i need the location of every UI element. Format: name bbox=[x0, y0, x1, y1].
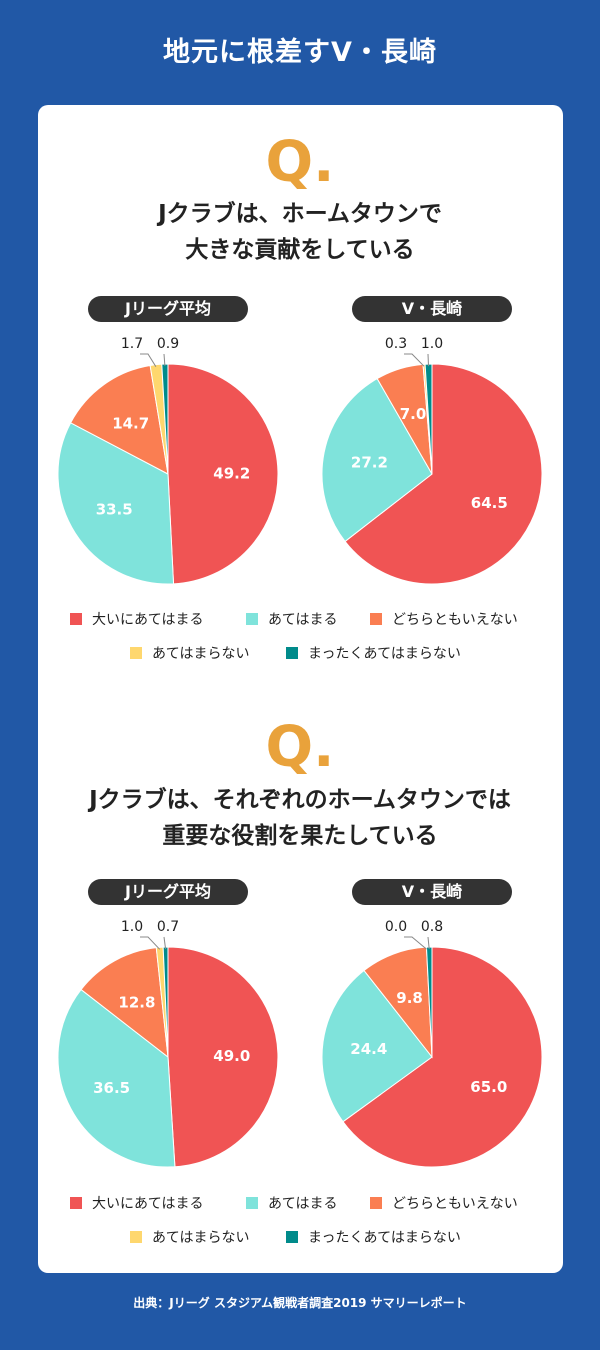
legend-swatch-very-true bbox=[70, 613, 82, 625]
q2-v-nagasaki-label-not-at-all: 0.8 bbox=[421, 919, 443, 935]
chart-label-j-league-average-1: Jリーグ平均 bbox=[88, 296, 248, 322]
chart-label-v-nagasaki-2: V・長崎 bbox=[352, 879, 512, 905]
q2-j-league-label-very-true: 49.0 bbox=[213, 1047, 250, 1065]
chart-label-v-nagasaki-1: V・長崎 bbox=[352, 296, 512, 322]
legend-swatch-true bbox=[246, 1197, 258, 1209]
q2-v-nagasaki-leader-not-true bbox=[404, 936, 427, 950]
legend-item-not-true: あてはまらない bbox=[130, 1229, 249, 1247]
q2-j-league-slice-neutral bbox=[80, 947, 169, 1059]
legend-swatch-neutral bbox=[370, 1197, 382, 1209]
q2-j-league-label-not-at-all: 0.7 bbox=[157, 919, 179, 935]
q2-j-league-leader-not-at-all bbox=[163, 936, 167, 950]
q1-j-league-leader-not-true bbox=[140, 353, 157, 367]
legend-item-not-at-all: まったくあてはまらない bbox=[286, 1229, 461, 1247]
legend-label-true: あてはまる bbox=[268, 1196, 338, 1212]
q1-j-league-label-not-at-all: 0.9 bbox=[157, 336, 179, 352]
q2-v-nagasaki-slice-true bbox=[321, 969, 433, 1123]
legend-item-true: あてはまる bbox=[246, 1195, 337, 1213]
legend-label-true: あてはまる bbox=[268, 612, 338, 628]
q1-j-league-slice-very-true bbox=[167, 363, 279, 585]
q1-v-nagasaki-slice-very-true bbox=[344, 363, 543, 585]
q1-j-league-label-very-true: 49.2 bbox=[213, 464, 250, 482]
q2-v-nagasaki-leader-not-at-all bbox=[427, 936, 430, 950]
q1-v-nagasaki-label-not-true: 0.3 bbox=[385, 336, 407, 352]
legend-swatch-not-true bbox=[130, 647, 142, 659]
legend-swatch-not-true bbox=[130, 1231, 142, 1243]
q2-j-league-leader-not-true bbox=[140, 936, 161, 950]
q1-v-nagasaki-label-very-true: 64.5 bbox=[471, 494, 508, 512]
question-2-line-1: Jクラブは、それぞれのホームタウンでは bbox=[89, 787, 511, 813]
legend-item-not-true: あてはまらない bbox=[130, 645, 249, 663]
q1-v-nagasaki-leader-not-true bbox=[404, 353, 425, 367]
legend-label-very-true: 大いにあてはまる bbox=[92, 1196, 204, 1212]
q2-j-league-label-true: 36.5 bbox=[93, 1079, 130, 1097]
q1-j-league-label-not-true: 1.7 bbox=[121, 336, 143, 352]
q2-v-nagasaki-label-not-true: 0.0 bbox=[385, 919, 407, 935]
legend-label-neutral: どちらともいえない bbox=[392, 612, 518, 628]
q2-j-league-label-neutral: 12.8 bbox=[118, 993, 155, 1011]
question-1-line-1: Jクラブは、ホームタウンで bbox=[158, 201, 442, 227]
q1-j-league-label-true: 33.5 bbox=[96, 500, 133, 518]
legend-label-not-true: あてはまらない bbox=[152, 1230, 250, 1246]
q1-v-nagasaki-label-neutral: 7.0 bbox=[400, 405, 427, 423]
q1-j-league-leader-not-at-all bbox=[163, 353, 166, 367]
legend-swatch-neutral bbox=[370, 613, 382, 625]
q2-v-nagasaki-slice-very-true bbox=[342, 946, 543, 1168]
q2-j-league-slice-true bbox=[57, 988, 176, 1168]
q1-v-nagasaki-label-true: 27.2 bbox=[351, 454, 388, 472]
legend-item-very-true: 大いにあてはまる bbox=[70, 1195, 203, 1213]
legend-label-neutral: どちらともいえない bbox=[392, 1196, 518, 1212]
q2-v-nagasaki-label-very-true: 65.0 bbox=[470, 1078, 507, 1096]
legend-label-not-at-all: まったくあてはまらない bbox=[308, 1230, 461, 1246]
q-mark-2: Q. bbox=[265, 715, 335, 780]
q1-j-league-slice-true bbox=[57, 422, 175, 585]
legend-label-very-true: 大いにあてはまる bbox=[92, 612, 204, 628]
legend-swatch-very-true bbox=[70, 1197, 82, 1209]
q-mark-1: Q. bbox=[265, 130, 335, 195]
q1-v-nagasaki-slice-true bbox=[321, 377, 433, 543]
legend-item-very-true: 大いにあてはまる bbox=[70, 611, 203, 629]
q2-v-nagasaki-label-true: 24.4 bbox=[350, 1040, 387, 1058]
legend-item-true: あてはまる bbox=[246, 611, 337, 629]
chart-label-j-league-average-2: Jリーグ平均 bbox=[88, 879, 248, 905]
q1-j-league-slice-neutral bbox=[69, 364, 169, 475]
q1-v-nagasaki-leader-not-at-all bbox=[427, 353, 429, 367]
q2-j-league-label-not-true: 1.0 bbox=[121, 919, 143, 935]
q1-v-nagasaki-label-not-at-all: 1.0 bbox=[421, 336, 443, 352]
q2-j-league-slice-very-true bbox=[167, 946, 279, 1168]
page-title: 地元に根差すV・長崎 bbox=[163, 37, 437, 68]
q2-v-nagasaki-label-neutral: 9.8 bbox=[396, 989, 423, 1007]
legend-swatch-true bbox=[246, 613, 258, 625]
legend-item-not-at-all: まったくあてはまらない bbox=[286, 645, 461, 663]
source-note: 出典：Jリーグ スタジアム観戦者調査2019 サマリーレポート bbox=[133, 1296, 467, 1310]
legend-item-neutral: どちらともいえない bbox=[370, 611, 518, 629]
q1-j-league-label-neutral: 14.7 bbox=[112, 414, 149, 432]
legend-swatch-not-at-all bbox=[286, 1231, 298, 1243]
question-1-line-2: 大きな貢献をしている bbox=[185, 237, 415, 263]
question-2-line-2: 重要な役割を果たしている bbox=[162, 823, 438, 849]
legend-label-not-at-all: まったくあてはまらない bbox=[308, 646, 461, 662]
legend-swatch-not-at-all bbox=[286, 647, 298, 659]
legend-label-not-true: あてはまらない bbox=[152, 646, 250, 662]
legend-item-neutral: どちらともいえない bbox=[370, 1195, 518, 1213]
